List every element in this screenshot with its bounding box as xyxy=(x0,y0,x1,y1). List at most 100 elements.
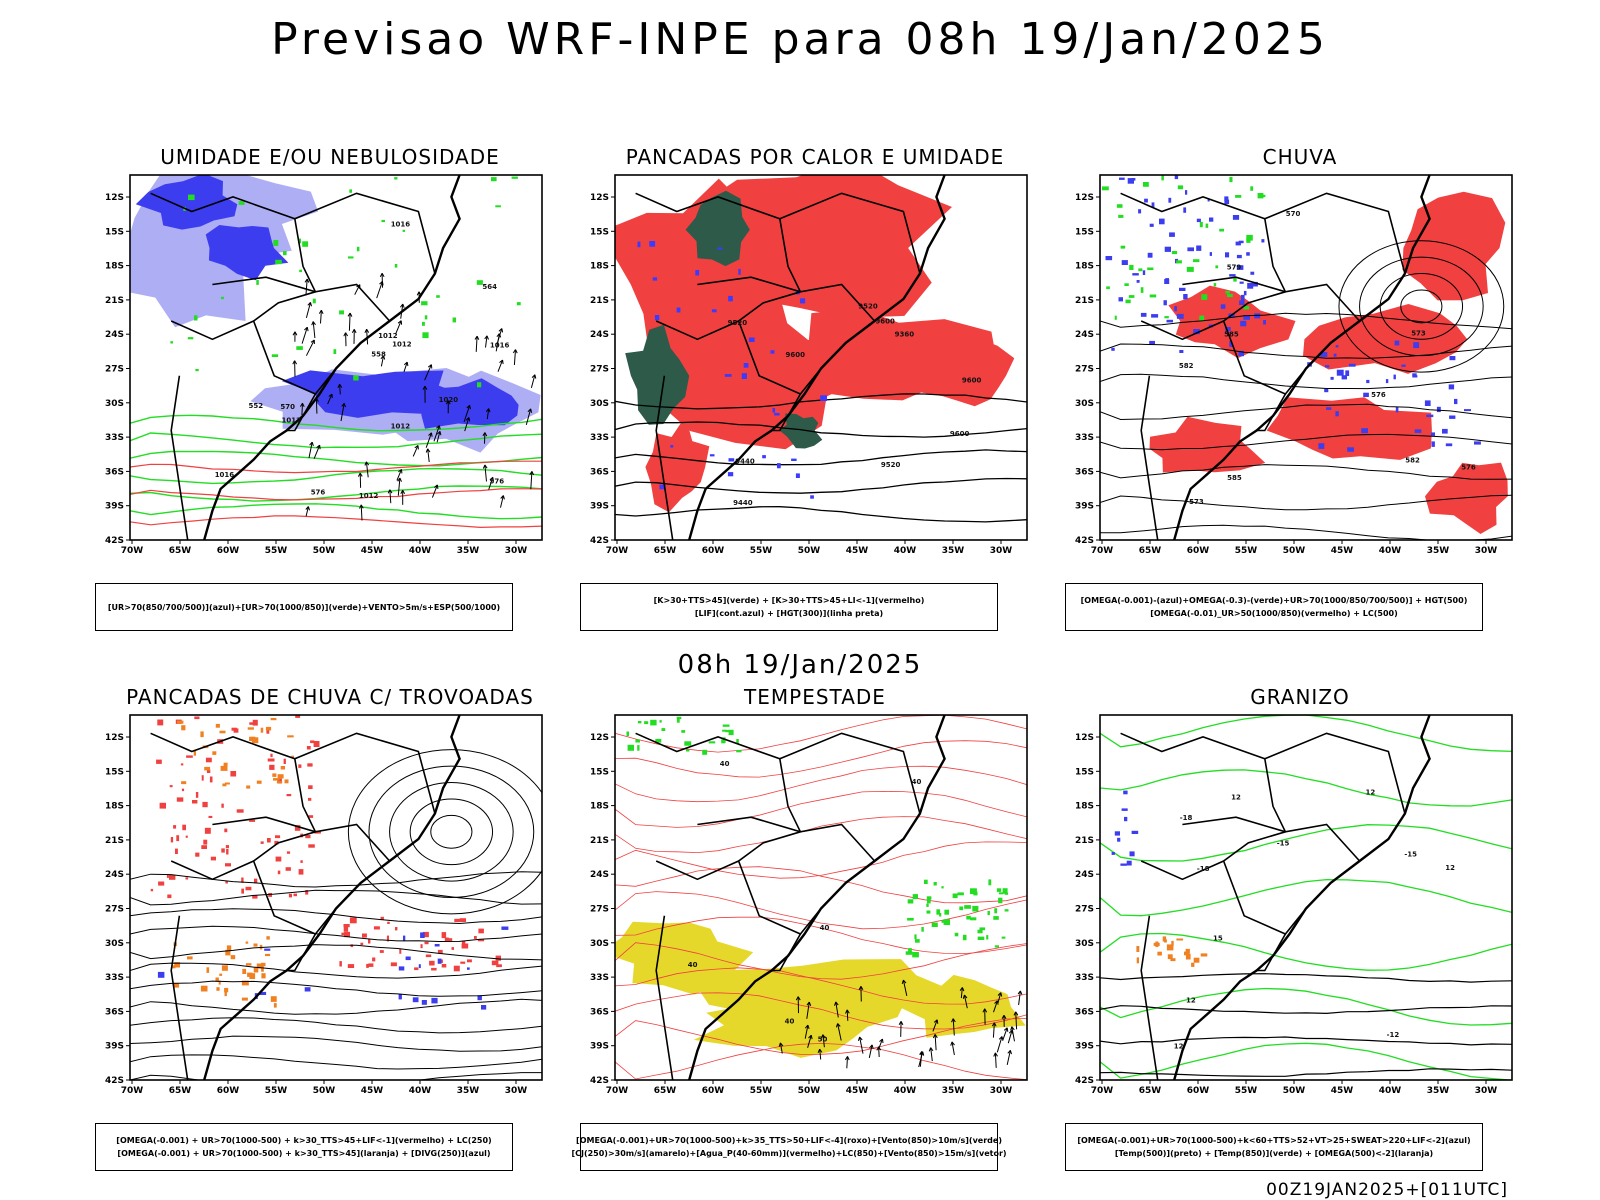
storm-speck-red xyxy=(274,840,279,845)
wind-vector xyxy=(982,1008,988,1013)
wind-vector xyxy=(991,1022,997,1027)
rain-speck-blue xyxy=(1229,274,1236,277)
divergence-speck-blue xyxy=(421,1000,427,1005)
wind-vector xyxy=(1010,1026,1015,1031)
storm-speck-red xyxy=(176,835,180,842)
rain-speck-blue xyxy=(1140,312,1147,317)
wind-vector xyxy=(997,992,1002,1004)
storm-speck-red xyxy=(286,851,291,854)
contour-label: 1012 xyxy=(282,416,302,424)
legend-line: [OMEGA(-0.01)_UR>50(1000/850)(vermelho) … xyxy=(1150,609,1398,618)
storm-speck-red xyxy=(387,921,390,924)
storm-speck-orange xyxy=(261,962,266,967)
lon-tick-label: 50W xyxy=(1283,1086,1306,1096)
contour-label: -18 xyxy=(1197,865,1210,873)
rain-speck-blue xyxy=(1393,374,1396,380)
wind-vector xyxy=(311,321,316,326)
wind-vector xyxy=(837,1023,842,1041)
storm-speck-red xyxy=(298,869,304,875)
storm-speck-red xyxy=(210,856,216,861)
rain-speck-green xyxy=(1120,245,1126,249)
streamline xyxy=(368,765,535,898)
panel-title: PANCADAS POR CALOR E UMIDADE xyxy=(625,145,1005,169)
wind-vector xyxy=(846,1056,848,1069)
rain-speck-blue xyxy=(1335,345,1339,348)
wind-vector xyxy=(304,278,310,283)
wind-vector xyxy=(364,461,370,466)
lon-tick-label: 65W xyxy=(169,546,192,556)
wind850-area-green xyxy=(725,729,730,733)
wind850-area-green xyxy=(626,731,629,737)
panel-title: TEMPESTADE xyxy=(744,685,886,709)
rain-speck-blue xyxy=(1196,218,1201,223)
wind850-area-green xyxy=(676,716,682,720)
wind-vector xyxy=(485,408,491,413)
wind850-area-green xyxy=(941,886,944,889)
omega500-speck-orange xyxy=(1184,951,1190,956)
streamline xyxy=(130,871,542,888)
rain-speck-green xyxy=(1227,294,1233,298)
storm-speck-orange xyxy=(273,778,280,781)
lif-contour-blue xyxy=(743,363,749,368)
storm-speck-red xyxy=(295,715,301,718)
omega500-speck-orange xyxy=(1185,948,1190,954)
wind850-area-green xyxy=(957,892,964,896)
wind-vector xyxy=(495,333,500,352)
storm-speck-red xyxy=(362,933,367,938)
wind850-area-green xyxy=(907,917,914,921)
wind-vector xyxy=(932,1019,938,1032)
country-border xyxy=(170,831,316,881)
lat-tick-label: 36S xyxy=(1075,467,1094,477)
lc850-contour-red xyxy=(615,1018,1027,1055)
temp850-contour-green xyxy=(1100,987,1512,1026)
storm-speck-red xyxy=(339,961,342,967)
rain-speck-blue xyxy=(1263,320,1266,325)
storm-speck-red xyxy=(308,844,315,848)
wind850-area-green xyxy=(736,739,739,744)
rain-speck-blue xyxy=(1209,217,1214,222)
rain-speck-green xyxy=(1149,294,1157,298)
lon-tick-label: 50W xyxy=(1283,546,1306,556)
hail-speck-blue xyxy=(1121,808,1128,811)
wind850-area-green xyxy=(994,908,998,914)
rain-speck-blue xyxy=(1144,198,1148,203)
wind-vector xyxy=(858,986,864,991)
contour-label: 50 xyxy=(818,1036,828,1044)
rain-speck-green xyxy=(1243,306,1250,310)
wind-vector xyxy=(397,320,403,325)
wind-vector xyxy=(996,1036,1003,1053)
streamline xyxy=(430,814,473,849)
country-border xyxy=(737,860,822,935)
rain-speck-green xyxy=(1219,228,1224,232)
lat-tick-label: 39S xyxy=(590,502,609,512)
wind-vector xyxy=(525,408,532,426)
storm-speck-orange xyxy=(253,967,259,973)
rain-speck-green xyxy=(1250,186,1254,191)
wind-vector xyxy=(463,405,471,423)
contour-label: 40 xyxy=(688,961,698,969)
storm-speck-red xyxy=(156,759,162,764)
rain-speck-blue xyxy=(1165,278,1169,283)
wind850-area-green xyxy=(943,919,951,925)
lat-tick-label: 15S xyxy=(1075,227,1094,237)
lat-tick-label: 30S xyxy=(1075,939,1094,949)
storm-speck-red xyxy=(344,934,349,938)
rain-area-red xyxy=(1303,304,1468,374)
temp850-contour-green xyxy=(1100,824,1512,862)
storm-speck-red xyxy=(477,939,485,942)
storm-speck-orange xyxy=(246,785,251,789)
storm-speck-red xyxy=(366,963,369,968)
wind-vector xyxy=(327,393,333,405)
wind-vector xyxy=(482,432,488,437)
jet-area-yellow xyxy=(899,974,1026,1038)
storm-speck-orange xyxy=(260,727,264,733)
omega500-speck-orange xyxy=(1157,951,1162,956)
lon-tick-label: 50W xyxy=(313,1086,336,1096)
storm-speck-orange xyxy=(215,977,219,982)
lat-tick-label: 39S xyxy=(590,1042,609,1052)
storm-speck-red xyxy=(305,890,309,895)
divergence-speck-blue xyxy=(412,997,419,1003)
storm-speck-red xyxy=(181,788,185,792)
lon-tick-label: 40W xyxy=(409,1086,432,1096)
humidity-speck-green xyxy=(422,321,425,326)
